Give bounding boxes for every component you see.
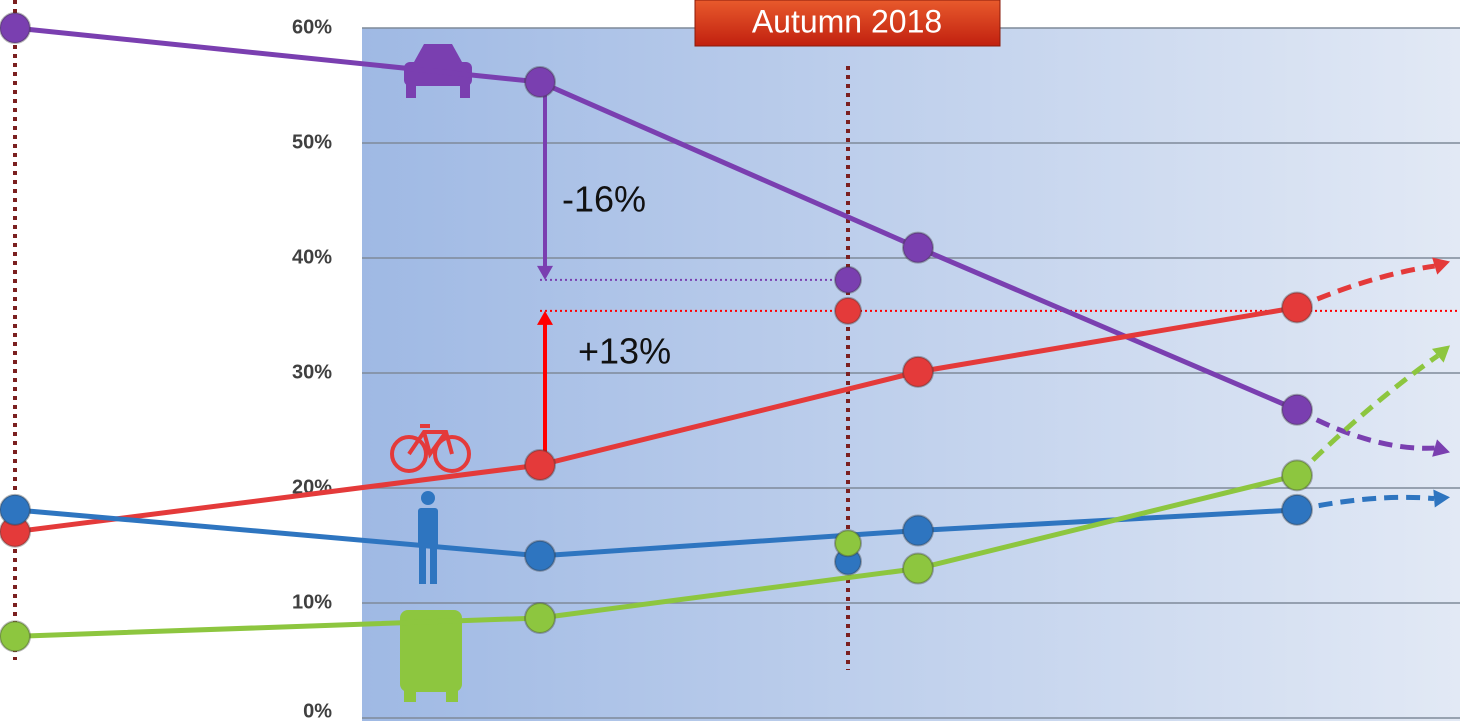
- data-point: [524, 66, 556, 99]
- data-point: [1281, 459, 1313, 492]
- marker-point: [834, 265, 862, 294]
- arrow-head: [1432, 439, 1450, 457]
- data-point: [524, 539, 556, 572]
- y-tick-label: 30%: [292, 361, 332, 383]
- marker-point: [834, 529, 862, 558]
- arrow-head: [1433, 489, 1450, 508]
- y-tick-label: 10%: [292, 591, 332, 613]
- data-point: [0, 620, 31, 653]
- data-point: [902, 552, 934, 585]
- y-tick-label: 60%: [292, 16, 332, 38]
- projection-line: [1295, 353, 1440, 478]
- series-line: [14, 304, 1298, 535]
- arrow-head: [1432, 257, 1450, 275]
- projection-line: [1296, 263, 1436, 310]
- arrow-head: [537, 310, 553, 325]
- data-point: [1281, 393, 1313, 426]
- y-tick-label: 40%: [292, 246, 332, 268]
- data-point: [0, 493, 31, 526]
- annotation: +13%: [578, 331, 671, 372]
- person-icon: [418, 491, 438, 584]
- projection-line: [1295, 407, 1435, 451]
- annotation-box: [694, 0, 1001, 47]
- data-point: [524, 601, 556, 634]
- projection-line: [1296, 494, 1435, 513]
- arrow-head: [537, 265, 553, 280]
- series-line: [14, 472, 1298, 639]
- data-point: [1281, 493, 1313, 526]
- data-point: [1281, 291, 1313, 324]
- bike-icon: [390, 424, 471, 473]
- annotation: Autumn 2018: [752, 3, 942, 39]
- bus-icon: [400, 610, 462, 702]
- series-line: [14, 25, 1298, 413]
- data-point: [902, 355, 934, 388]
- marker-point: [834, 296, 862, 325]
- data-point: [902, 231, 934, 264]
- data-point: [524, 449, 556, 481]
- y-tick-label: 0%: [303, 700, 332, 721]
- arrow-head: [1431, 345, 1450, 363]
- data-point: [902, 514, 934, 547]
- annotation: -16%: [562, 179, 646, 220]
- y-tick-label: 50%: [292, 131, 332, 153]
- data-point: [0, 12, 31, 44]
